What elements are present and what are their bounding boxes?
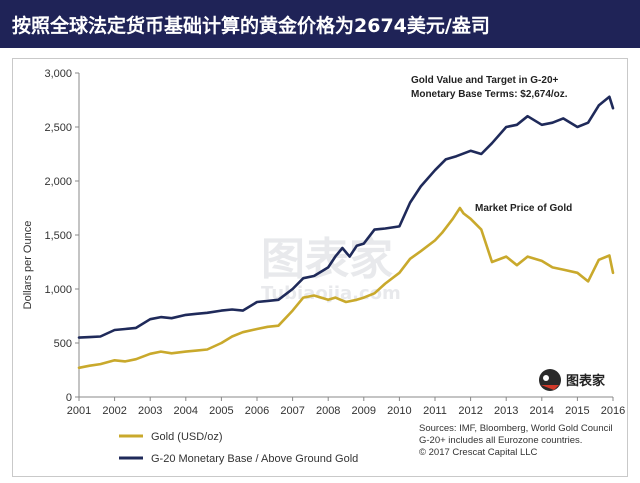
x-tick-label: 2005	[209, 405, 233, 417]
annotation-target-line2: Monetary Base Terms: $2,674/oz.	[411, 89, 568, 100]
y-tick-label: 1,500	[44, 230, 72, 242]
series-line-g20	[77, 95, 615, 339]
source-notes: Sources: IMF, Bloomberg, World Gold Coun…	[419, 423, 613, 458]
y-tick-label: 2,000	[44, 176, 72, 188]
y-tick-label: 1,000	[44, 284, 72, 296]
logo-eye-icon	[543, 375, 549, 381]
chart-panel: 图表家 Tubiaojia.com 0 500 1,000 1,500 2,000 2,5…	[12, 58, 628, 477]
x-tick-label: 2009	[352, 405, 376, 417]
x-tick-label: 2015	[565, 405, 589, 417]
x-tick-label: 2013	[494, 405, 518, 417]
legend-label-gold: Gold (USD/oz)	[151, 431, 223, 443]
x-tick-label: 2016	[601, 405, 625, 417]
legend-label-g20: G-20 Monetary Base / Above Ground Gold	[151, 453, 358, 465]
watermark-main: 图表家	[261, 234, 393, 285]
series-line-gold	[77, 206, 615, 370]
series-layer	[77, 95, 615, 370]
y-axis-title: Dollars per Ounce	[22, 221, 34, 310]
x-tick-label: 2010	[387, 405, 411, 417]
title-bar: 按照全球法定货币基础计算的黄金价格为2674美元/盎司	[0, 0, 640, 48]
watermark-logo: 图表家	[539, 369, 606, 391]
watermark: 图表家 Tubiaojia.com	[261, 234, 401, 304]
page-title: 按照全球法定货币基础计算的黄金价格为2674美元/盎司	[12, 15, 490, 37]
x-tick-label: 2002	[102, 405, 126, 417]
watermark-sub: Tubiaojia.com	[261, 283, 401, 304]
y-tick-label: 3,000	[44, 68, 72, 80]
y-tick-label: 2,500	[44, 122, 72, 134]
x-tick-label: 2012	[458, 405, 482, 417]
x-tick-label: 2006	[245, 405, 269, 417]
legend: Gold (USD/oz) G-20 Monetary Base / Above…	[119, 431, 358, 465]
logo-mouth-icon	[541, 385, 559, 390]
x-tick-label: 2007	[280, 405, 304, 417]
x-tick-label: 2011	[423, 405, 447, 417]
source-line-2: G-20+ includes all Eurozone countries.	[419, 435, 582, 446]
axes: 0 500 1,000 1,500 2,000 2,500 3,000 2001 2002 200…	[44, 68, 625, 417]
annotation-target-line1: Gold Value and Target in G-20+	[411, 75, 559, 86]
logo-text: 图表家	[566, 373, 606, 389]
x-tick-label: 2001	[67, 405, 91, 417]
y-tick-label: 500	[54, 338, 72, 350]
x-tick-label: 2003	[138, 405, 162, 417]
annotation-market-price: Market Price of Gold	[475, 203, 572, 214]
x-tick-label: 2008	[316, 405, 340, 417]
source-line-1: Sources: IMF, Bloomberg, World Gold Coun…	[419, 423, 613, 434]
source-line-3: © 2017 Crescat Capital LLC	[419, 447, 538, 458]
gold-price-chart: 图表家 Tubiaojia.com 0 500 1,000 1,500 2,000 2,5…	[22, 68, 625, 465]
x-tick-label: 2014	[530, 405, 554, 417]
x-tick-label: 2004	[174, 405, 198, 417]
y-tick-label: 0	[66, 392, 72, 404]
